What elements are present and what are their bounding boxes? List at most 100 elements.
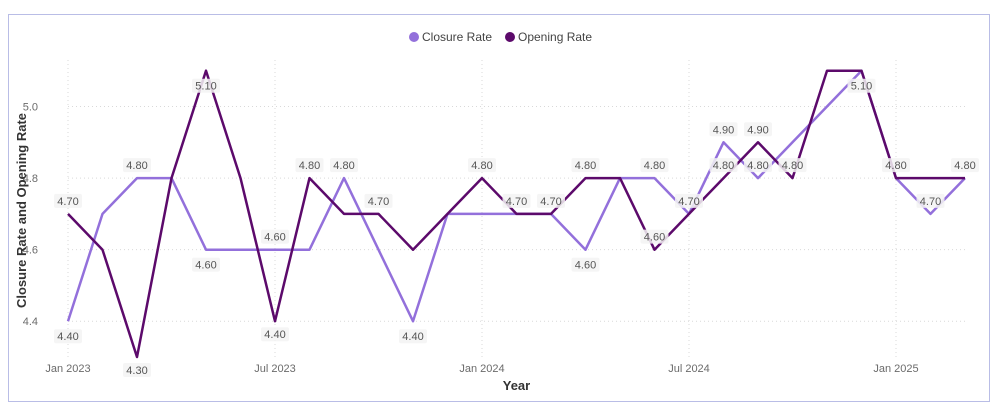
data-label-text: 4.90 bbox=[713, 124, 734, 136]
legend-label[interactable]: Opening Rate bbox=[518, 30, 592, 44]
data-label: 4.40 bbox=[399, 329, 427, 344]
data-label: 4.80 bbox=[744, 158, 772, 173]
data-label: 4.80 bbox=[468, 158, 496, 173]
data-label-bg bbox=[123, 158, 151, 173]
data-label-bg bbox=[364, 193, 393, 208]
x-axis-ticks: Jan 2023 Jul 2023 Jan 2024 Jul 2024 Jan 2025 bbox=[45, 363, 918, 375]
x-tick-label: Jan 2025 bbox=[873, 363, 918, 375]
data-label-text: 4.90 bbox=[747, 124, 768, 136]
data-label: 4.60 bbox=[261, 229, 289, 244]
data-label-bg bbox=[123, 363, 151, 377]
legend-marker bbox=[505, 32, 515, 42]
data-label-bg bbox=[916, 193, 945, 208]
data-label-text: 4.70 bbox=[540, 196, 561, 208]
data-label: 4.80 bbox=[951, 158, 979, 173]
data-label-bg bbox=[399, 329, 427, 344]
x-tick-label: Jul 2023 bbox=[254, 363, 296, 375]
data-label-text: 4.70 bbox=[368, 196, 389, 208]
data-label-bg bbox=[882, 158, 910, 173]
data-label-text: 4.30 bbox=[126, 365, 147, 377]
data-label-text: 4.80 bbox=[333, 160, 354, 172]
data-label-text: 5.10 bbox=[851, 81, 872, 93]
legend-label[interactable]: Closure Rate bbox=[422, 30, 492, 44]
data-label-bg bbox=[261, 327, 289, 342]
grid bbox=[67, 60, 965, 357]
data-label-bg bbox=[744, 122, 772, 137]
data-label-text: 5.10 bbox=[195, 81, 216, 93]
y-axis-ticks: 4.4 4.6 4.8 5.0 bbox=[23, 102, 38, 329]
data-label-text: 4.40 bbox=[264, 329, 285, 341]
data-label: 4.80 bbox=[778, 158, 807, 173]
data-label-text: 4.70 bbox=[920, 196, 941, 208]
data-label-text: 4.40 bbox=[402, 331, 423, 343]
data-label-text: 4.60 bbox=[264, 232, 285, 244]
data-label-bg bbox=[468, 158, 496, 173]
data-label-bg bbox=[192, 257, 220, 272]
data-label: 4.80 bbox=[640, 158, 669, 173]
data-label-bg bbox=[709, 122, 738, 137]
data-label: 4.70 bbox=[502, 193, 531, 208]
series-line[interactable] bbox=[67, 69, 965, 359]
data-label-bg bbox=[571, 257, 600, 272]
data-label-bg bbox=[502, 193, 531, 208]
data-label-bg bbox=[675, 193, 703, 208]
data-label-text: 4.60 bbox=[195, 260, 216, 272]
data-label-bg bbox=[744, 158, 772, 173]
y-axis-title: Closure Rate and Opening Rate bbox=[14, 113, 29, 308]
y-tick-label: 4.6 bbox=[23, 245, 38, 257]
data-label-text: 4.80 bbox=[299, 160, 320, 172]
data-label: 4.70 bbox=[364, 193, 393, 208]
x-tick-label: Jan 2024 bbox=[459, 363, 504, 375]
data-label-text: 4.80 bbox=[713, 160, 734, 172]
data-label: 4.90 bbox=[744, 122, 772, 137]
series-lines bbox=[66, 69, 966, 359]
data-label-text: 4.70 bbox=[678, 196, 699, 208]
data-label: 5.10 bbox=[847, 78, 876, 93]
legend-marker bbox=[409, 32, 419, 42]
data-label-bg bbox=[709, 158, 738, 173]
data-label: 4.70 bbox=[916, 193, 945, 208]
data-label-text: 4.80 bbox=[126, 160, 147, 172]
y-tick-label: 4.8 bbox=[23, 173, 38, 185]
data-label-text: 4.80 bbox=[885, 160, 906, 172]
data-label: 4.80 bbox=[882, 158, 910, 173]
data-label: 4.60 bbox=[571, 257, 600, 272]
data-label: 4.90 bbox=[709, 122, 738, 137]
data-label-text: 4.80 bbox=[471, 160, 492, 172]
data-label-bg bbox=[847, 78, 876, 93]
data-label: 4.80 bbox=[571, 158, 600, 173]
data-label-text: 4.80 bbox=[575, 160, 596, 172]
data-label-text: 4.70 bbox=[506, 196, 527, 208]
chart-frame bbox=[8, 14, 990, 402]
data-label-bg bbox=[640, 229, 669, 244]
x-tick-label: Jul 2024 bbox=[668, 363, 710, 375]
data-label-text: 4.80 bbox=[644, 160, 665, 172]
data-label-bg bbox=[537, 193, 565, 208]
data-label-bg bbox=[951, 158, 979, 173]
data-label: 4.70 bbox=[54, 193, 82, 208]
legend[interactable]: Closure Rate Opening Rate bbox=[409, 30, 592, 44]
data-label: 4.70 bbox=[675, 193, 703, 208]
data-label-bg bbox=[192, 78, 220, 93]
y-tick-label: 5.0 bbox=[23, 102, 38, 114]
data-label-text: 4.60 bbox=[575, 260, 596, 272]
x-axis-title: Year bbox=[503, 378, 530, 393]
data-label-text: 4.80 bbox=[954, 160, 975, 172]
x-tick-label: Jan 2023 bbox=[45, 363, 90, 375]
data-label: 4.80 bbox=[330, 158, 358, 173]
data-label-bg bbox=[295, 158, 324, 173]
data-label: 4.60 bbox=[192, 257, 220, 272]
data-label: 5.10 bbox=[192, 78, 220, 93]
data-label: 4.30 bbox=[123, 363, 151, 377]
data-label: 4.80 bbox=[709, 158, 738, 173]
data-label: 4.80 bbox=[295, 158, 324, 173]
data-label-text: 4.60 bbox=[644, 232, 665, 244]
y-tick-label: 4.4 bbox=[23, 316, 38, 328]
data-label-text: 4.80 bbox=[782, 160, 803, 172]
data-label: 4.60 bbox=[640, 229, 669, 244]
data-label-bg bbox=[778, 158, 807, 173]
data-label-text: 4.80 bbox=[747, 160, 768, 172]
data-label-bg bbox=[640, 158, 669, 173]
data-label: 4.40 bbox=[54, 329, 82, 344]
